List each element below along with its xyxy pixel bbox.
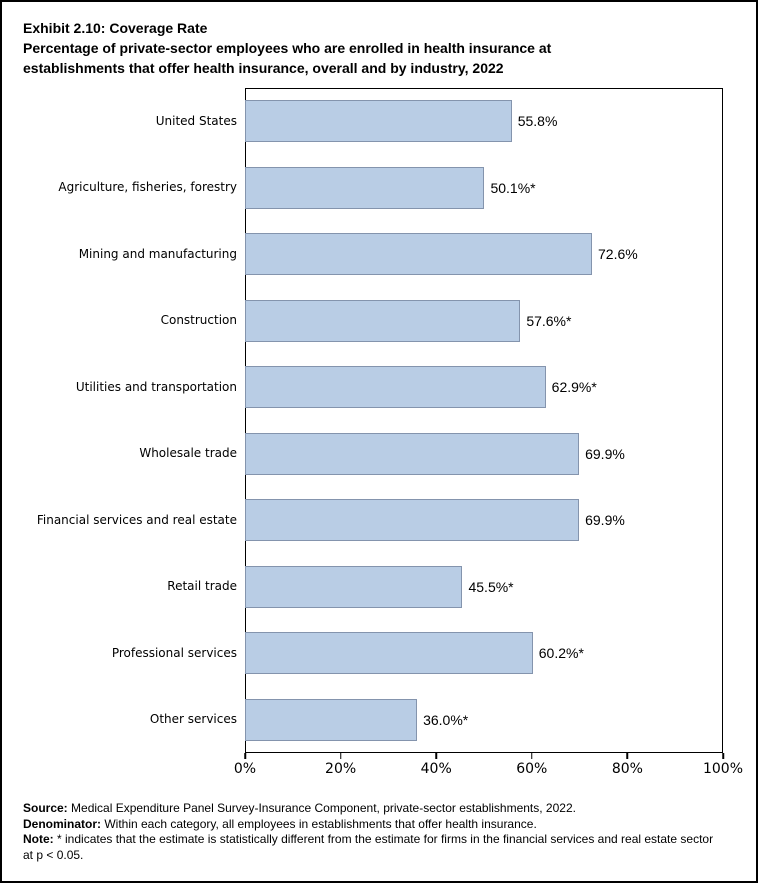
bar-value-label: 36.0%* <box>423 711 469 728</box>
bar <box>245 233 593 276</box>
bar-track: 57.6%* <box>245 288 723 355</box>
bar-row: Mining and manufacturing 72.6% <box>2 221 723 288</box>
bar-value-label: 57.6%* <box>526 312 572 329</box>
bar-row: Professional services 60.2%* <box>2 620 723 687</box>
bar-rows: United States 55.8% Agriculture, fisheries… <box>2 88 723 753</box>
note-label: Source: <box>23 801 68 815</box>
note-text: Within each category, all employees in e… <box>101 816 537 831</box>
bar-row: Agriculture, fisheries, forestry 50.1%* <box>2 155 723 222</box>
bar-track: 69.9% <box>245 421 723 488</box>
x-axis-tick-label: 100% <box>702 761 744 777</box>
bar-row: Construction 57.6%* <box>2 288 723 355</box>
x-axis-tick-mark <box>722 753 724 759</box>
x-axis-tick-mark <box>626 753 629 759</box>
bar <box>245 299 521 342</box>
note-label: Denominator: <box>23 816 101 831</box>
bar-row: Retail trade 45.5%* <box>2 554 723 621</box>
bar-value-label: 60.2%* <box>538 645 584 662</box>
notes: Source: Medical Expenditure Panel Survey… <box>23 801 715 863</box>
bar-track: 69.9% <box>245 487 723 554</box>
bar-value-label: 55.8% <box>517 113 558 130</box>
bar-track: 60.2%* <box>245 620 723 687</box>
bar-value-label: 69.9% <box>585 512 625 529</box>
x-axis-tick-mark <box>244 753 246 759</box>
note-text: Medical Expenditure Panel Survey-Insuran… <box>67 801 576 815</box>
bar <box>245 432 580 475</box>
x-axis-tick-label: 60% <box>516 761 548 777</box>
x-axis-tick-label: 80% <box>611 761 643 777</box>
bar-value-label: 45.5%* <box>468 578 514 595</box>
bar-track: 62.9%* <box>245 354 723 421</box>
bar-track: 45.5%* <box>245 554 723 621</box>
title-block: Exhibit 2.10: Coverage Rate Percentage o… <box>23 18 641 78</box>
bar-row: United States 55.8% <box>2 88 723 155</box>
category-label: Agriculture, fisheries, forestry <box>58 180 237 195</box>
chart-title: Exhibit 2.10: Coverage Rate <box>23 20 208 36</box>
bar-row: Financial services and real estate 69.9% <box>2 487 723 554</box>
chart-subtitle: Percentage of private-sector employees w… <box>23 40 552 76</box>
note-line: Denominator: Within each category, all e… <box>23 817 715 833</box>
bar <box>245 632 533 675</box>
bar-row: Wholesale trade 69.9% <box>2 421 723 488</box>
note-text: * indicates that the estimate is statist… <box>23 832 714 862</box>
x-axis-tick-label: 0% <box>233 761 257 777</box>
x-axis: 0% 20% 40% 60% 80% 100% <box>234 753 743 783</box>
category-label: Retail trade <box>167 579 237 594</box>
bar <box>245 499 580 542</box>
bar-value-label: 69.9% <box>585 445 625 462</box>
x-axis-tick-mark <box>531 753 533 759</box>
x-axis-tick-label: 40% <box>420 761 452 777</box>
bar-value-label: 50.1%* <box>490 179 536 196</box>
category-label: Construction <box>160 313 237 328</box>
bar <box>245 166 485 209</box>
category-label: Wholesale trade <box>139 446 237 461</box>
bar-value-label: 72.6% <box>598 246 638 263</box>
x-axis-tick-mark <box>339 753 342 759</box>
category-label: Financial services and real estate <box>36 512 237 527</box>
bar-row: Other services 36.0%* <box>2 687 723 754</box>
bar <box>245 100 512 143</box>
category-label: Other services <box>149 712 237 727</box>
category-label: Utilities and transportation <box>75 379 237 394</box>
note-label: Note: <box>23 832 54 846</box>
bar-track: 72.6% <box>245 221 723 288</box>
category-label: Professional services <box>111 645 237 660</box>
bar-track: 50.1%* <box>245 155 723 222</box>
note-line: Source: Medical Expenditure Panel Survey… <box>23 801 715 817</box>
bar-value-label: 62.9%* <box>551 379 597 396</box>
category-label: Mining and manufacturing <box>78 246 237 261</box>
bar <box>245 698 418 741</box>
x-axis-tick-mark <box>435 753 437 759</box>
x-axis-tick-label: 20% <box>325 761 357 777</box>
bar-track: 55.8% <box>245 88 723 155</box>
bar <box>245 565 463 608</box>
bar-track: 36.0%* <box>245 687 723 754</box>
plot-area-border <box>245 88 723 753</box>
bar-row: Utilities and transportation 62.9%* <box>2 354 723 421</box>
note-line: Note: * indicates that the estimate is s… <box>23 832 715 863</box>
category-label: United States <box>155 113 237 128</box>
bar <box>245 366 546 409</box>
